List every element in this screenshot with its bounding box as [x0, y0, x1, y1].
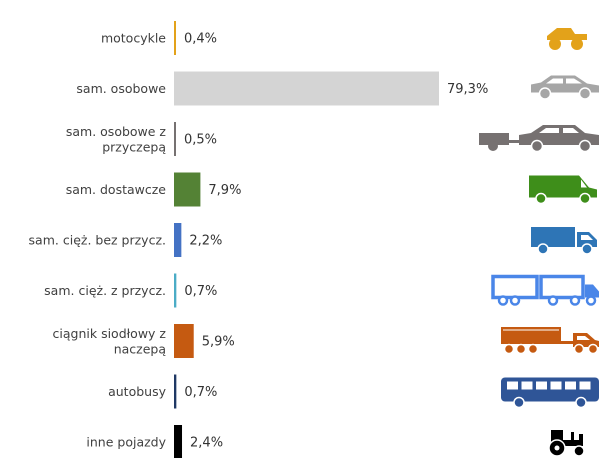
value-label: 2,2%: [189, 234, 222, 249]
category-label: sam. osobowe z przyczepą: [66, 124, 167, 155]
value-label: 5,9%: [202, 335, 235, 350]
bar: [174, 324, 194, 358]
value-label: 7,9%: [208, 183, 241, 198]
category-label: sam. dostawcze: [66, 182, 167, 197]
motorcycle-icon: [547, 28, 587, 50]
category-label: ciągnik siodłowy z naczepą: [53, 326, 167, 357]
category-label: sam. osobowe: [76, 81, 166, 96]
bar: [174, 273, 177, 308]
bar: [174, 21, 176, 55]
car-with-trailer-icon: [479, 125, 599, 153]
value-label: 2,4%: [190, 436, 223, 451]
truck-icon: [531, 227, 597, 255]
category-label: inne pojazdy: [86, 435, 166, 450]
category-label: motocykle: [101, 31, 166, 46]
bar: [174, 122, 176, 156]
bar: [174, 71, 439, 106]
category-label: sam. cięż. z przycz.: [44, 283, 166, 298]
bus-icon: [501, 377, 599, 409]
bar: [174, 374, 177, 409]
value-label: 79,3%: [447, 82, 488, 97]
semi-trailer-truck-icon: [501, 327, 599, 355]
truck-with-trailer-icon: [491, 274, 599, 306]
tractor-icon: [548, 430, 585, 457]
value-label: 0,7%: [184, 385, 217, 400]
van-icon: [529, 175, 597, 205]
bar: [174, 425, 183, 458]
value-label: 0,5%: [184, 133, 217, 148]
category-label: sam. cięż. bez przycz.: [29, 233, 166, 248]
value-label: 0,7%: [184, 284, 217, 299]
value-label: 0,4%: [184, 32, 217, 47]
car-icon: [531, 75, 599, 100]
category-label: autobusy: [108, 384, 167, 399]
bar: [174, 223, 182, 257]
bar: [174, 172, 201, 207]
